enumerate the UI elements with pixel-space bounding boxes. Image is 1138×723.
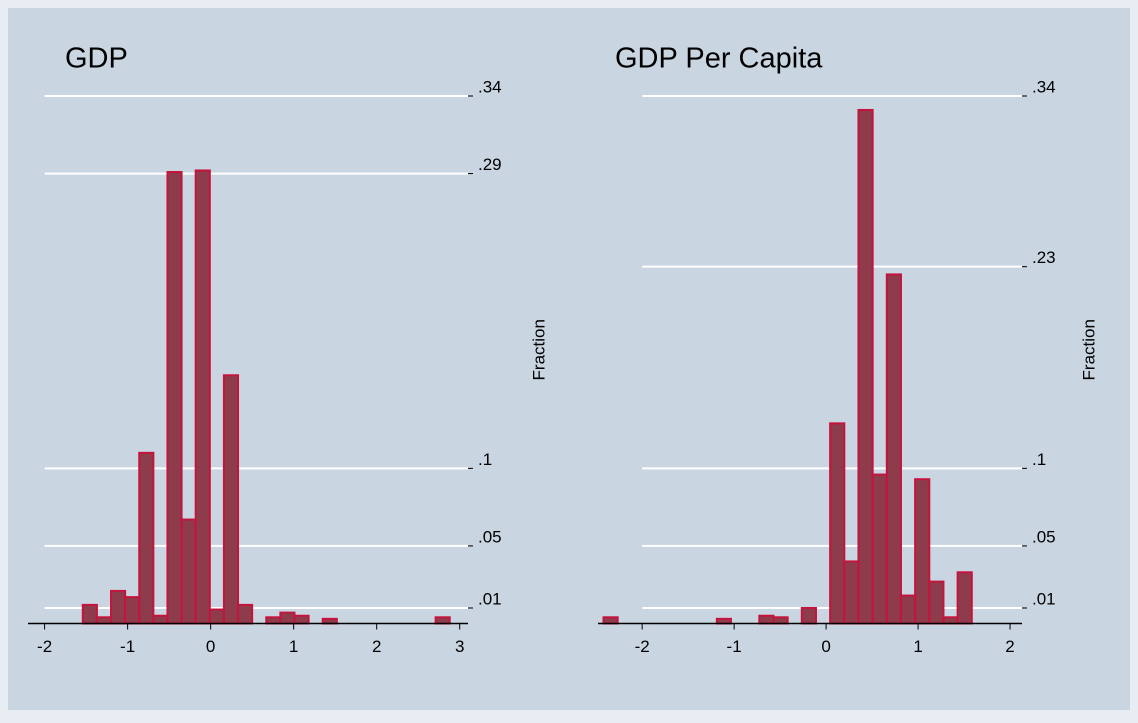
bar <box>602 616 619 625</box>
bar <box>166 171 183 625</box>
x-tick-label: 0 <box>821 637 830 656</box>
chart-title: GDP Per Capita <box>615 43 823 75</box>
x-tick-label: 1 <box>913 637 922 656</box>
y-axis-label: Fraction <box>529 319 548 380</box>
x-tick-label: 2 <box>1005 637 1014 656</box>
bar <box>758 614 775 625</box>
bar <box>279 611 296 625</box>
bar <box>81 603 98 625</box>
bar <box>95 616 113 625</box>
y-tick-label: .05 <box>1032 527 1056 546</box>
bar <box>942 616 959 625</box>
y-tick-label: .29 <box>478 155 502 174</box>
bar <box>265 616 282 625</box>
bar <box>194 169 211 625</box>
y-tick-label: .23 <box>1032 248 1056 267</box>
bar <box>885 273 902 625</box>
x-tick-label: -2 <box>37 637 52 656</box>
bar <box>857 108 874 625</box>
bar <box>138 451 155 625</box>
bar <box>180 518 197 625</box>
bar <box>800 606 817 625</box>
bar <box>772 616 789 625</box>
bar <box>899 594 917 625</box>
y-tick-label: .1 <box>478 450 492 469</box>
x-tick-label: 0 <box>206 637 215 656</box>
bar <box>110 589 127 625</box>
bar <box>222 374 240 625</box>
bar <box>293 614 310 625</box>
y-tick-label: .34 <box>478 77 502 96</box>
x-tick-label: 1 <box>289 637 298 656</box>
bar <box>956 571 973 625</box>
y-tick-label: .05 <box>478 527 502 546</box>
bar <box>152 614 169 625</box>
bar <box>124 596 141 625</box>
x-tick-label: -1 <box>120 637 135 656</box>
x-tick-label: 2 <box>372 637 381 656</box>
y-tick-label: .01 <box>478 589 502 608</box>
chart-title: GDP <box>65 43 128 75</box>
x-tick-label: -2 <box>635 637 650 656</box>
bar <box>829 422 846 625</box>
bar <box>208 608 225 625</box>
bar <box>914 478 931 625</box>
x-tick-label: 3 <box>455 637 464 656</box>
bar <box>843 560 860 625</box>
x-tick-label: -1 <box>727 637 742 656</box>
bar <box>871 473 888 625</box>
y-tick-label: .01 <box>1032 589 1056 608</box>
bar <box>434 616 451 625</box>
y-tick-label: .1 <box>1032 450 1046 469</box>
bar <box>237 603 254 625</box>
y-axis-label: Fraction <box>1079 319 1098 380</box>
y-tick-label: .34 <box>1032 77 1056 96</box>
bar <box>928 580 945 625</box>
